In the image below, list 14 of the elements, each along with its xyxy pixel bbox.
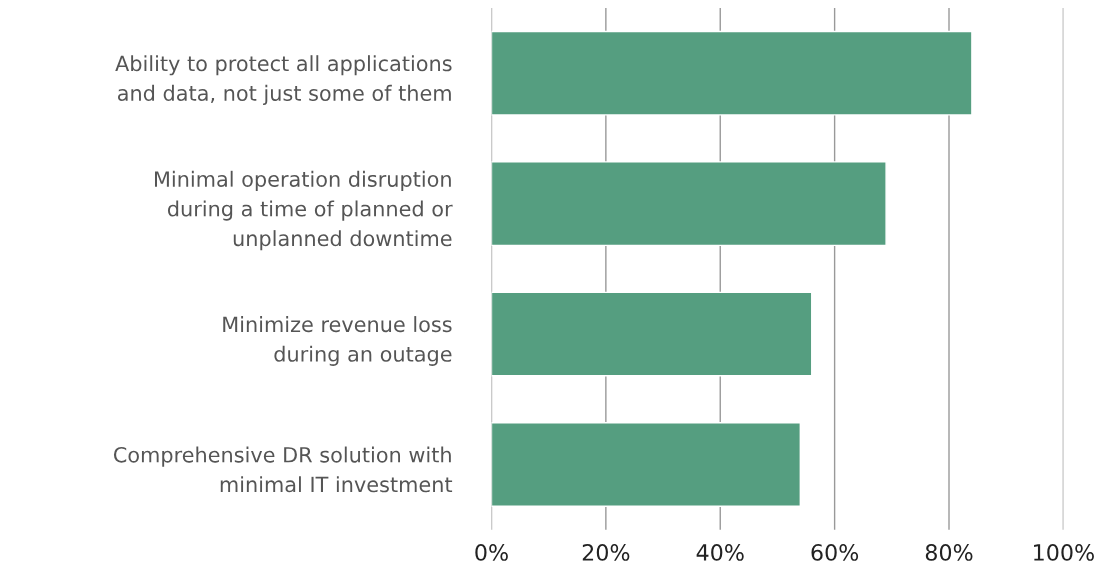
y-tick-label: Comprehensive DR solution with minimal IT investment [113, 446, 453, 493]
bar [491, 291, 813, 377]
bar [491, 161, 887, 247]
x-tick-label: 60% [811, 544, 859, 561]
bar [491, 30, 973, 116]
y-tick-label: Minimal operation disruption during a time of planned or unplanned downtime [155, 170, 453, 251]
x-tick-label: 20% [582, 544, 630, 561]
bar [491, 422, 802, 507]
x-tick-label: 80% [925, 544, 973, 561]
x-tick-label: 40% [696, 544, 744, 561]
y-tick-label: Ability to protect all applications and data, not just some of them [115, 55, 452, 106]
x-tick-label: 100% [1034, 544, 1094, 561]
x-tick-label: 0% [475, 544, 508, 561]
y-tick-label: Minimize revenue loss during an outage [223, 316, 452, 366]
